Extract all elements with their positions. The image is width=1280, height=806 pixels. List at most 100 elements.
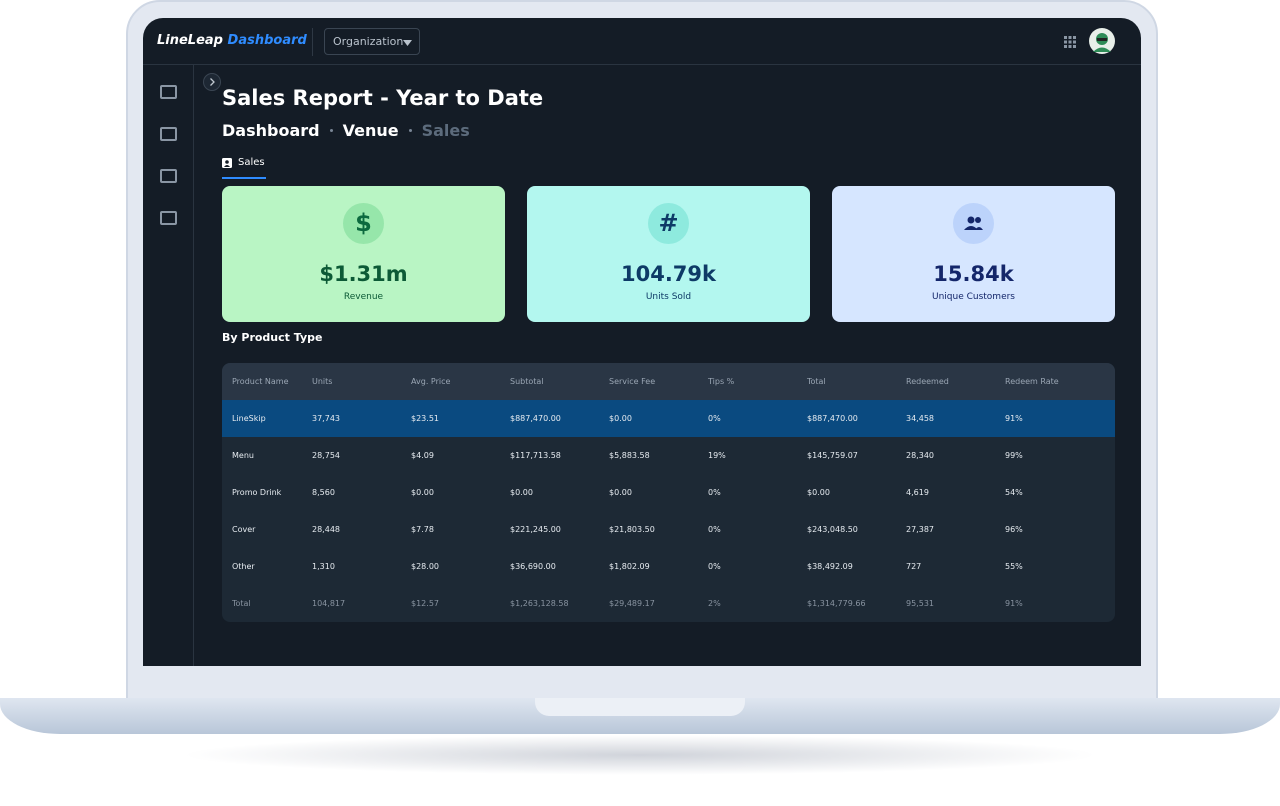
tab-label: Sales bbox=[238, 157, 265, 168]
table-cell: 0% bbox=[708, 488, 721, 497]
table-cell: 28,754 bbox=[312, 451, 340, 460]
table-row[interactable]: Promo Drink 8,560 $0.00 $0.00 $0.00 0% $0.00 4,… bbox=[222, 474, 1115, 511]
table-cell: 37,743 bbox=[312, 414, 340, 423]
table-cell: Menu bbox=[232, 451, 254, 460]
logo[interactable]: LineLeap Dashboard bbox=[157, 33, 307, 48]
table-row[interactable]: Other 1,310 $28.00 $36,690.00 $1,802.09 0% $38… bbox=[222, 548, 1115, 585]
column-header: Avg. Price bbox=[411, 377, 451, 386]
breadcrumb-current: Sales bbox=[421, 121, 470, 140]
table-cell: $23.51 bbox=[411, 414, 439, 423]
table-cell: 28,448 bbox=[312, 525, 340, 534]
nav-icon[interactable] bbox=[160, 85, 177, 99]
table-cell: 727 bbox=[906, 562, 922, 571]
caret bbox=[403, 40, 412, 46]
table-cell: $243,048.50 bbox=[807, 525, 858, 534]
table-cell: 27,387 bbox=[906, 525, 934, 534]
table-row[interactable]: Menu 28,754 $4.09 $117,713.58 $5,883.58 19% $1… bbox=[222, 437, 1115, 474]
table-cell: 91% bbox=[1005, 599, 1023, 608]
data-table: Product Name Units Avg. Price Subtotal Servi… bbox=[222, 363, 1115, 622]
table-cell: $12.57 bbox=[411, 599, 439, 608]
breadcrumb-separator bbox=[408, 129, 412, 132]
breadcrumb-separator bbox=[329, 129, 333, 132]
laptop-shadow bbox=[180, 735, 1100, 775]
nav-icon[interactable] bbox=[160, 211, 177, 225]
table-cell: $1,263,128.58 bbox=[510, 599, 569, 608]
table-cell: 104,817 bbox=[312, 599, 346, 608]
card-icon: $ bbox=[343, 203, 384, 244]
breadcrumb-item[interactable]: Venue bbox=[342, 121, 399, 140]
table-cell: 91% bbox=[1005, 414, 1023, 423]
table-cell: $145,759.07 bbox=[807, 451, 858, 460]
tab[interactable]: Sales bbox=[222, 157, 266, 179]
table-cell: 19% bbox=[708, 451, 726, 460]
table-cell: 99% bbox=[1005, 451, 1023, 460]
table-cell: 0% bbox=[708, 562, 721, 571]
table-cell: $887,470.00 bbox=[807, 414, 858, 423]
tab-icon bbox=[222, 157, 232, 168]
table-cell: 0% bbox=[708, 414, 721, 423]
table-cell: Total bbox=[232, 599, 251, 608]
avatar[interactable] bbox=[1089, 28, 1115, 54]
table-cell: $29,489.17 bbox=[609, 599, 655, 608]
org-select[interactable]: Organization bbox=[324, 28, 420, 55]
column-header: Redeem Rate bbox=[1005, 377, 1059, 386]
column-header: Total bbox=[807, 377, 826, 386]
table-cell: 96% bbox=[1005, 525, 1023, 534]
divider bbox=[312, 28, 313, 56]
table-cell: $0.00 bbox=[411, 488, 434, 497]
column-header: Redeemed bbox=[906, 377, 949, 386]
top-bar: LineLeap Dashboard Organization bbox=[143, 18, 1141, 65]
table-cell: 1,310 bbox=[312, 562, 335, 571]
total-row[interactable]: Total 104,817 $12.57 $1,263,128.58 $29,489.1… bbox=[222, 585, 1115, 622]
column-header: Tips % bbox=[708, 377, 735, 386]
table-cell: Other bbox=[232, 562, 255, 571]
apps-icon[interactable] bbox=[1064, 36, 1076, 48]
sidebar-toggle[interactable] bbox=[203, 73, 221, 91]
table-cell: 4,619 bbox=[906, 488, 929, 497]
table-cell: $36,690.00 bbox=[510, 562, 556, 571]
table-cell: $1,802.09 bbox=[609, 562, 650, 571]
logo-product: Dashboard bbox=[227, 33, 307, 48]
table-cell: $0.00 bbox=[807, 488, 830, 497]
nav-icon[interactable] bbox=[160, 169, 177, 183]
card-label: Unique Customers bbox=[931, 292, 1015, 302]
table-cell: $28.00 bbox=[411, 562, 439, 571]
card-label: Revenue bbox=[343, 292, 384, 302]
card-icon: # bbox=[648, 203, 689, 244]
section-title: By Product Type bbox=[222, 331, 323, 344]
table-cell: $0.00 bbox=[609, 488, 632, 497]
table-cell: $1,314,779.66 bbox=[807, 599, 866, 608]
org-select-label: Organization bbox=[333, 35, 404, 48]
table-cell: $5,883.58 bbox=[609, 451, 650, 460]
breadcrumb-item[interactable]: Dashboard bbox=[222, 121, 320, 140]
stat-card: # 104.79k Units Sold bbox=[527, 186, 810, 322]
table-cell: 95,531 bbox=[906, 599, 934, 608]
logo-brand: LineLeap bbox=[157, 33, 223, 48]
card-label: Units Sold bbox=[645, 292, 692, 302]
column-header: Product Name bbox=[232, 377, 289, 386]
table-cell: $38,492.09 bbox=[807, 562, 853, 571]
table-cell: 54% bbox=[1005, 488, 1023, 497]
table-cell: $4.09 bbox=[411, 451, 434, 460]
laptop-notch bbox=[535, 698, 745, 716]
nav-icon[interactable] bbox=[160, 127, 177, 141]
breadcrumb: Dashboard Venue Sales bbox=[222, 121, 470, 140]
page-title: Sales Report - Year to Date bbox=[222, 86, 544, 110]
table-row[interactable]: LineSkip 37,743 $23.51 $887,470.00 $0.00 0% $8… bbox=[222, 400, 1115, 437]
sidebar bbox=[143, 65, 194, 666]
table-cell: 55% bbox=[1005, 562, 1023, 571]
column-header: Service Fee bbox=[609, 377, 656, 386]
stat-card: 15.84k Unique Customers bbox=[832, 186, 1115, 322]
table-cell: 0% bbox=[708, 525, 721, 534]
table-cell: 34,458 bbox=[906, 414, 934, 423]
table-cell: $117,713.58 bbox=[510, 451, 561, 460]
table-cell: 2% bbox=[708, 599, 721, 608]
table-cell: $7.78 bbox=[411, 525, 434, 534]
table-cell: $887,470.00 bbox=[510, 414, 561, 423]
stat-card: $ $1.31m Revenue bbox=[222, 186, 505, 322]
table-cell: $0.00 bbox=[510, 488, 533, 497]
table-header: Product Name Units Avg. Price Subtotal Servi… bbox=[222, 363, 1115, 400]
card-value: $1.31m bbox=[319, 262, 408, 286]
table-row[interactable]: Cover 28,448 $7.78 $221,245.00 $21,803.50 0% $… bbox=[222, 511, 1115, 548]
